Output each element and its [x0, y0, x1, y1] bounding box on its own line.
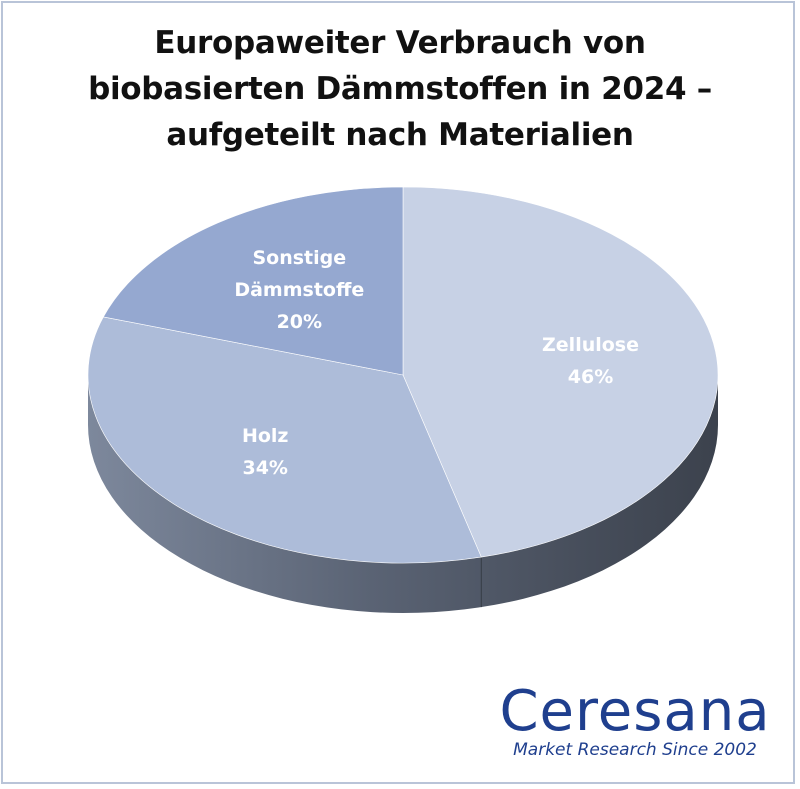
pie-slice-holz: [87, 316, 482, 564]
ceresana-logo: Ceresana Market Research Since 2002: [490, 679, 780, 761]
pie-label-value: 34%: [242, 457, 287, 479]
chart-title-line-1: Europaweiter Verbrauch von: [154, 25, 646, 61]
pie-slice-zellulose: [402, 186, 719, 558]
pie-label-name: Holz: [242, 425, 289, 447]
pie-label-value: 20%: [277, 311, 322, 333]
chart-title: Europaweiter Verbrauch von biobasierten …: [0, 20, 800, 158]
pie-label-name: Dämmstoffe: [234, 279, 364, 301]
pie-label-sonstige-dämmstoffe: Sonstige Dämmstoffe 20%: [234, 247, 364, 333]
pie-label-zellulose: Zellulose 46%: [542, 334, 639, 388]
pie-labels: Zellulose 46% Holz 34% Sonstige Dämmstoffe 20%: [234, 247, 639, 479]
chart-title-line-3: aufgeteilt nach Materialien: [166, 117, 634, 153]
pie-slices: [87, 186, 719, 564]
pie-side-wall: [88, 375, 718, 613]
pie-label-value: 46%: [568, 366, 613, 388]
chart-title-line-2: biobasierten Dämmstoffen in 2024 –: [88, 71, 712, 107]
pie-slice-sonstige-dämmstoffe: [102, 186, 404, 376]
pie-label-holz: Holz 34%: [242, 425, 289, 479]
pie-label-name: Zellulose: [542, 334, 639, 356]
pie-label-name: Sonstige: [252, 247, 346, 269]
brand-tagline: Market Research Since 2002: [513, 740, 757, 760]
brand-name: Ceresana: [499, 679, 771, 744]
